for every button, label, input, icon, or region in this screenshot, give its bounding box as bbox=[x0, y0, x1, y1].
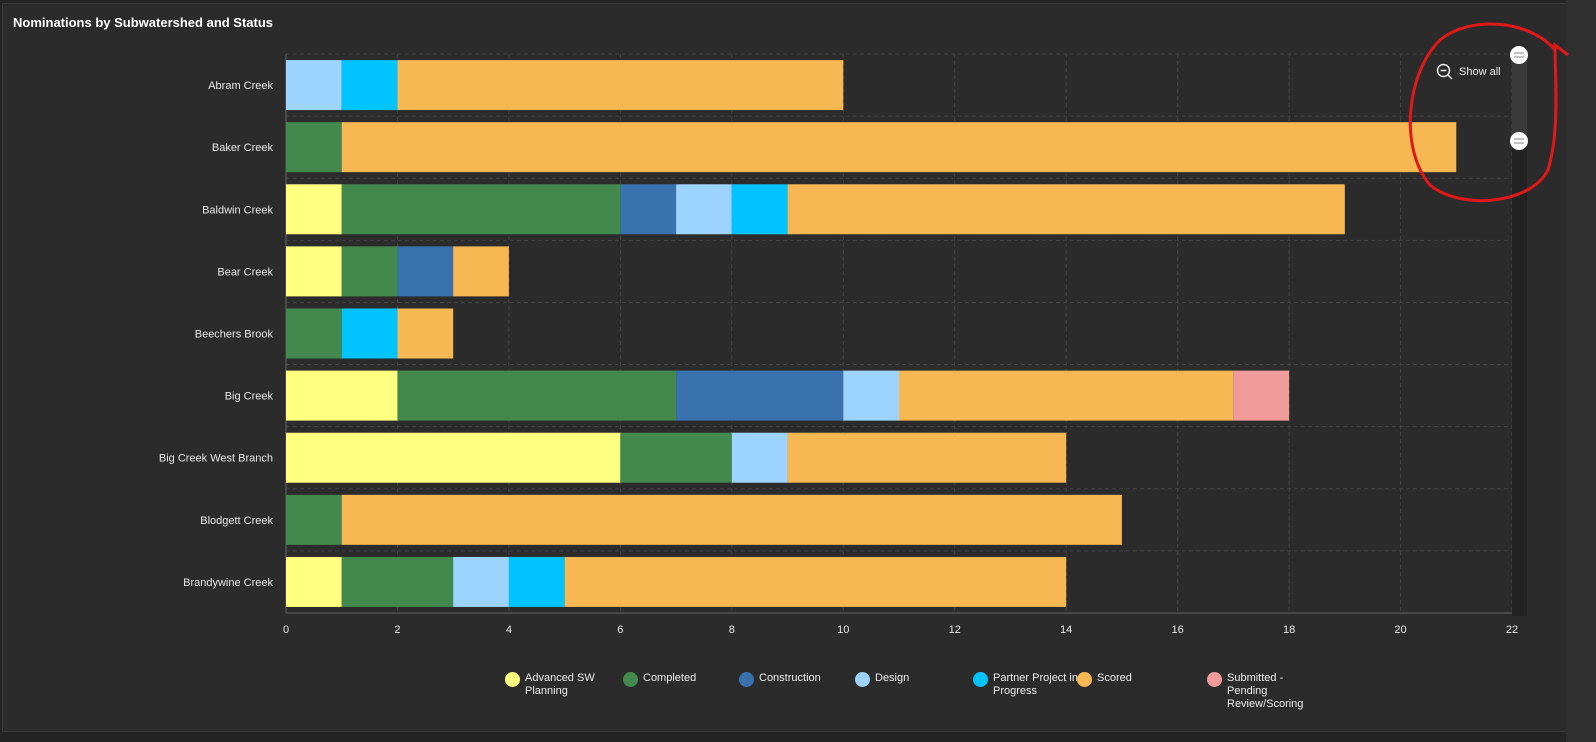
scrollbar-thumb[interactable] bbox=[1512, 55, 1527, 141]
category-label: Beechers Brook bbox=[195, 329, 274, 341]
scroll-handle-bottom[interactable] bbox=[1510, 132, 1528, 150]
category-label: Brandywine Creek bbox=[183, 577, 273, 589]
bar-segment[interactable] bbox=[341, 494, 1122, 545]
bar-segment[interactable] bbox=[397, 60, 844, 111]
show-all-label: Show all bbox=[1459, 66, 1501, 78]
bar-segment[interactable] bbox=[899, 370, 1234, 421]
bar-segment[interactable] bbox=[564, 556, 1067, 607]
legend-label: Construction bbox=[759, 672, 821, 684]
bar-segment[interactable] bbox=[787, 432, 1067, 483]
bar-segment[interactable] bbox=[1233, 370, 1290, 421]
legend-item[interactable]: Construction bbox=[739, 672, 847, 687]
x-tick-label: 18 bbox=[1283, 624, 1295, 636]
legend-swatch bbox=[1207, 672, 1222, 687]
x-axis-ticks: 0 2 4 6 8 10 12 14 16 18 20 22 bbox=[283, 624, 1518, 636]
scrollbar[interactable] bbox=[1510, 46, 1528, 616]
bar-segment[interactable] bbox=[341, 308, 398, 359]
page-edge bbox=[1566, 0, 1596, 742]
legend-swatch bbox=[1077, 672, 1092, 687]
legend-swatch bbox=[739, 672, 754, 687]
category-label: Abram Creek bbox=[208, 80, 273, 92]
category-labels: Abram Creek Baker Creek Baldwin Creek Bear … bbox=[159, 80, 274, 589]
x-tick-label: 14 bbox=[1060, 624, 1072, 636]
bar-segment[interactable] bbox=[286, 308, 342, 359]
bar-segment[interactable] bbox=[341, 122, 1457, 173]
legend-item[interactable]: Design bbox=[855, 672, 963, 687]
bar-segment[interactable] bbox=[453, 556, 509, 607]
legend-item[interactable]: Submitted - Pending Review/Scoring bbox=[1207, 672, 1315, 711]
x-tick-label: 20 bbox=[1394, 624, 1406, 636]
bar-segment[interactable] bbox=[843, 370, 899, 421]
bar-segment[interactable] bbox=[286, 494, 342, 545]
legend-label: Completed bbox=[643, 672, 697, 684]
bar-segment[interactable] bbox=[620, 432, 732, 483]
category-label: Bear Creek bbox=[217, 266, 273, 278]
bar-segment[interactable] bbox=[286, 184, 342, 235]
legend-swatch bbox=[973, 672, 988, 687]
bar-segment[interactable] bbox=[620, 184, 677, 235]
category-label: Baldwin Creek bbox=[202, 204, 273, 216]
bar-segment[interactable] bbox=[286, 370, 398, 421]
category-label: Big Creek bbox=[225, 391, 274, 403]
bars bbox=[286, 60, 1457, 607]
legend-item[interactable]: Partner Project in Progress bbox=[973, 672, 1081, 698]
category-label: Blodgett Creek bbox=[200, 515, 273, 527]
bar-segment[interactable] bbox=[341, 246, 398, 297]
bar-segment[interactable] bbox=[341, 184, 621, 235]
x-tick-label: 22 bbox=[1506, 624, 1518, 636]
x-tick-label: 2 bbox=[394, 624, 400, 636]
legend: Advanced SW Planning Completed Constructio… bbox=[505, 672, 1325, 722]
bar-segment[interactable] bbox=[397, 370, 677, 421]
legend-label: Advanced SW Planning bbox=[525, 672, 595, 697]
x-tick-label: 4 bbox=[506, 624, 512, 636]
legend-item[interactable]: Completed bbox=[623, 672, 731, 687]
bar-segment[interactable] bbox=[731, 184, 788, 235]
legend-label: Scored bbox=[1097, 672, 1132, 684]
legend-swatch bbox=[505, 672, 520, 687]
bar-segment[interactable] bbox=[676, 184, 732, 235]
show-all-button[interactable]: Show all bbox=[1436, 63, 1501, 81]
zoom-out-icon bbox=[1436, 63, 1453, 80]
x-tick-label: 8 bbox=[729, 624, 735, 636]
chart-title: Nominations by Subwatershed and Status bbox=[13, 15, 274, 30]
scrollbar-track[interactable] bbox=[1512, 46, 1527, 616]
bar-segment[interactable] bbox=[286, 60, 342, 111]
bar-segment[interactable] bbox=[453, 246, 509, 297]
bar-segment[interactable] bbox=[676, 370, 844, 421]
bar-segment[interactable] bbox=[508, 556, 565, 607]
bar-segment[interactable] bbox=[286, 432, 621, 483]
x-tick-label: 16 bbox=[1172, 624, 1184, 636]
bar-segment[interactable] bbox=[286, 122, 342, 173]
bar-segment[interactable] bbox=[397, 246, 454, 297]
bar-segment[interactable] bbox=[397, 308, 454, 359]
legend-label: Design bbox=[875, 672, 910, 684]
category-label: Baker Creek bbox=[212, 142, 274, 154]
legend-item[interactable]: Advanced SW Planning bbox=[505, 672, 613, 698]
legend-swatch bbox=[623, 672, 638, 687]
legend-item[interactable]: Scored bbox=[1077, 672, 1185, 687]
x-tick-label: 10 bbox=[837, 624, 849, 636]
legend-swatch bbox=[855, 672, 870, 687]
scroll-handle-top[interactable] bbox=[1510, 46, 1528, 64]
bar-segment[interactable] bbox=[286, 246, 342, 297]
x-tick-label: 12 bbox=[949, 624, 961, 636]
bar-segment[interactable] bbox=[341, 556, 454, 607]
red-annotation-circle bbox=[1408, 22, 1569, 203]
category-label: Big Creek West Branch bbox=[159, 453, 273, 465]
bar-segment[interactable] bbox=[341, 60, 398, 111]
x-tick-label: 0 bbox=[283, 624, 289, 636]
bar-segment[interactable] bbox=[731, 432, 788, 483]
x-tick-label: 6 bbox=[617, 624, 623, 636]
bar-segment[interactable] bbox=[286, 556, 342, 607]
bar-segment[interactable] bbox=[787, 184, 1345, 235]
legend-label: Submitted - Pending Review/Scoring bbox=[1227, 672, 1304, 710]
legend-label: Partner Project in Progress bbox=[993, 672, 1078, 697]
